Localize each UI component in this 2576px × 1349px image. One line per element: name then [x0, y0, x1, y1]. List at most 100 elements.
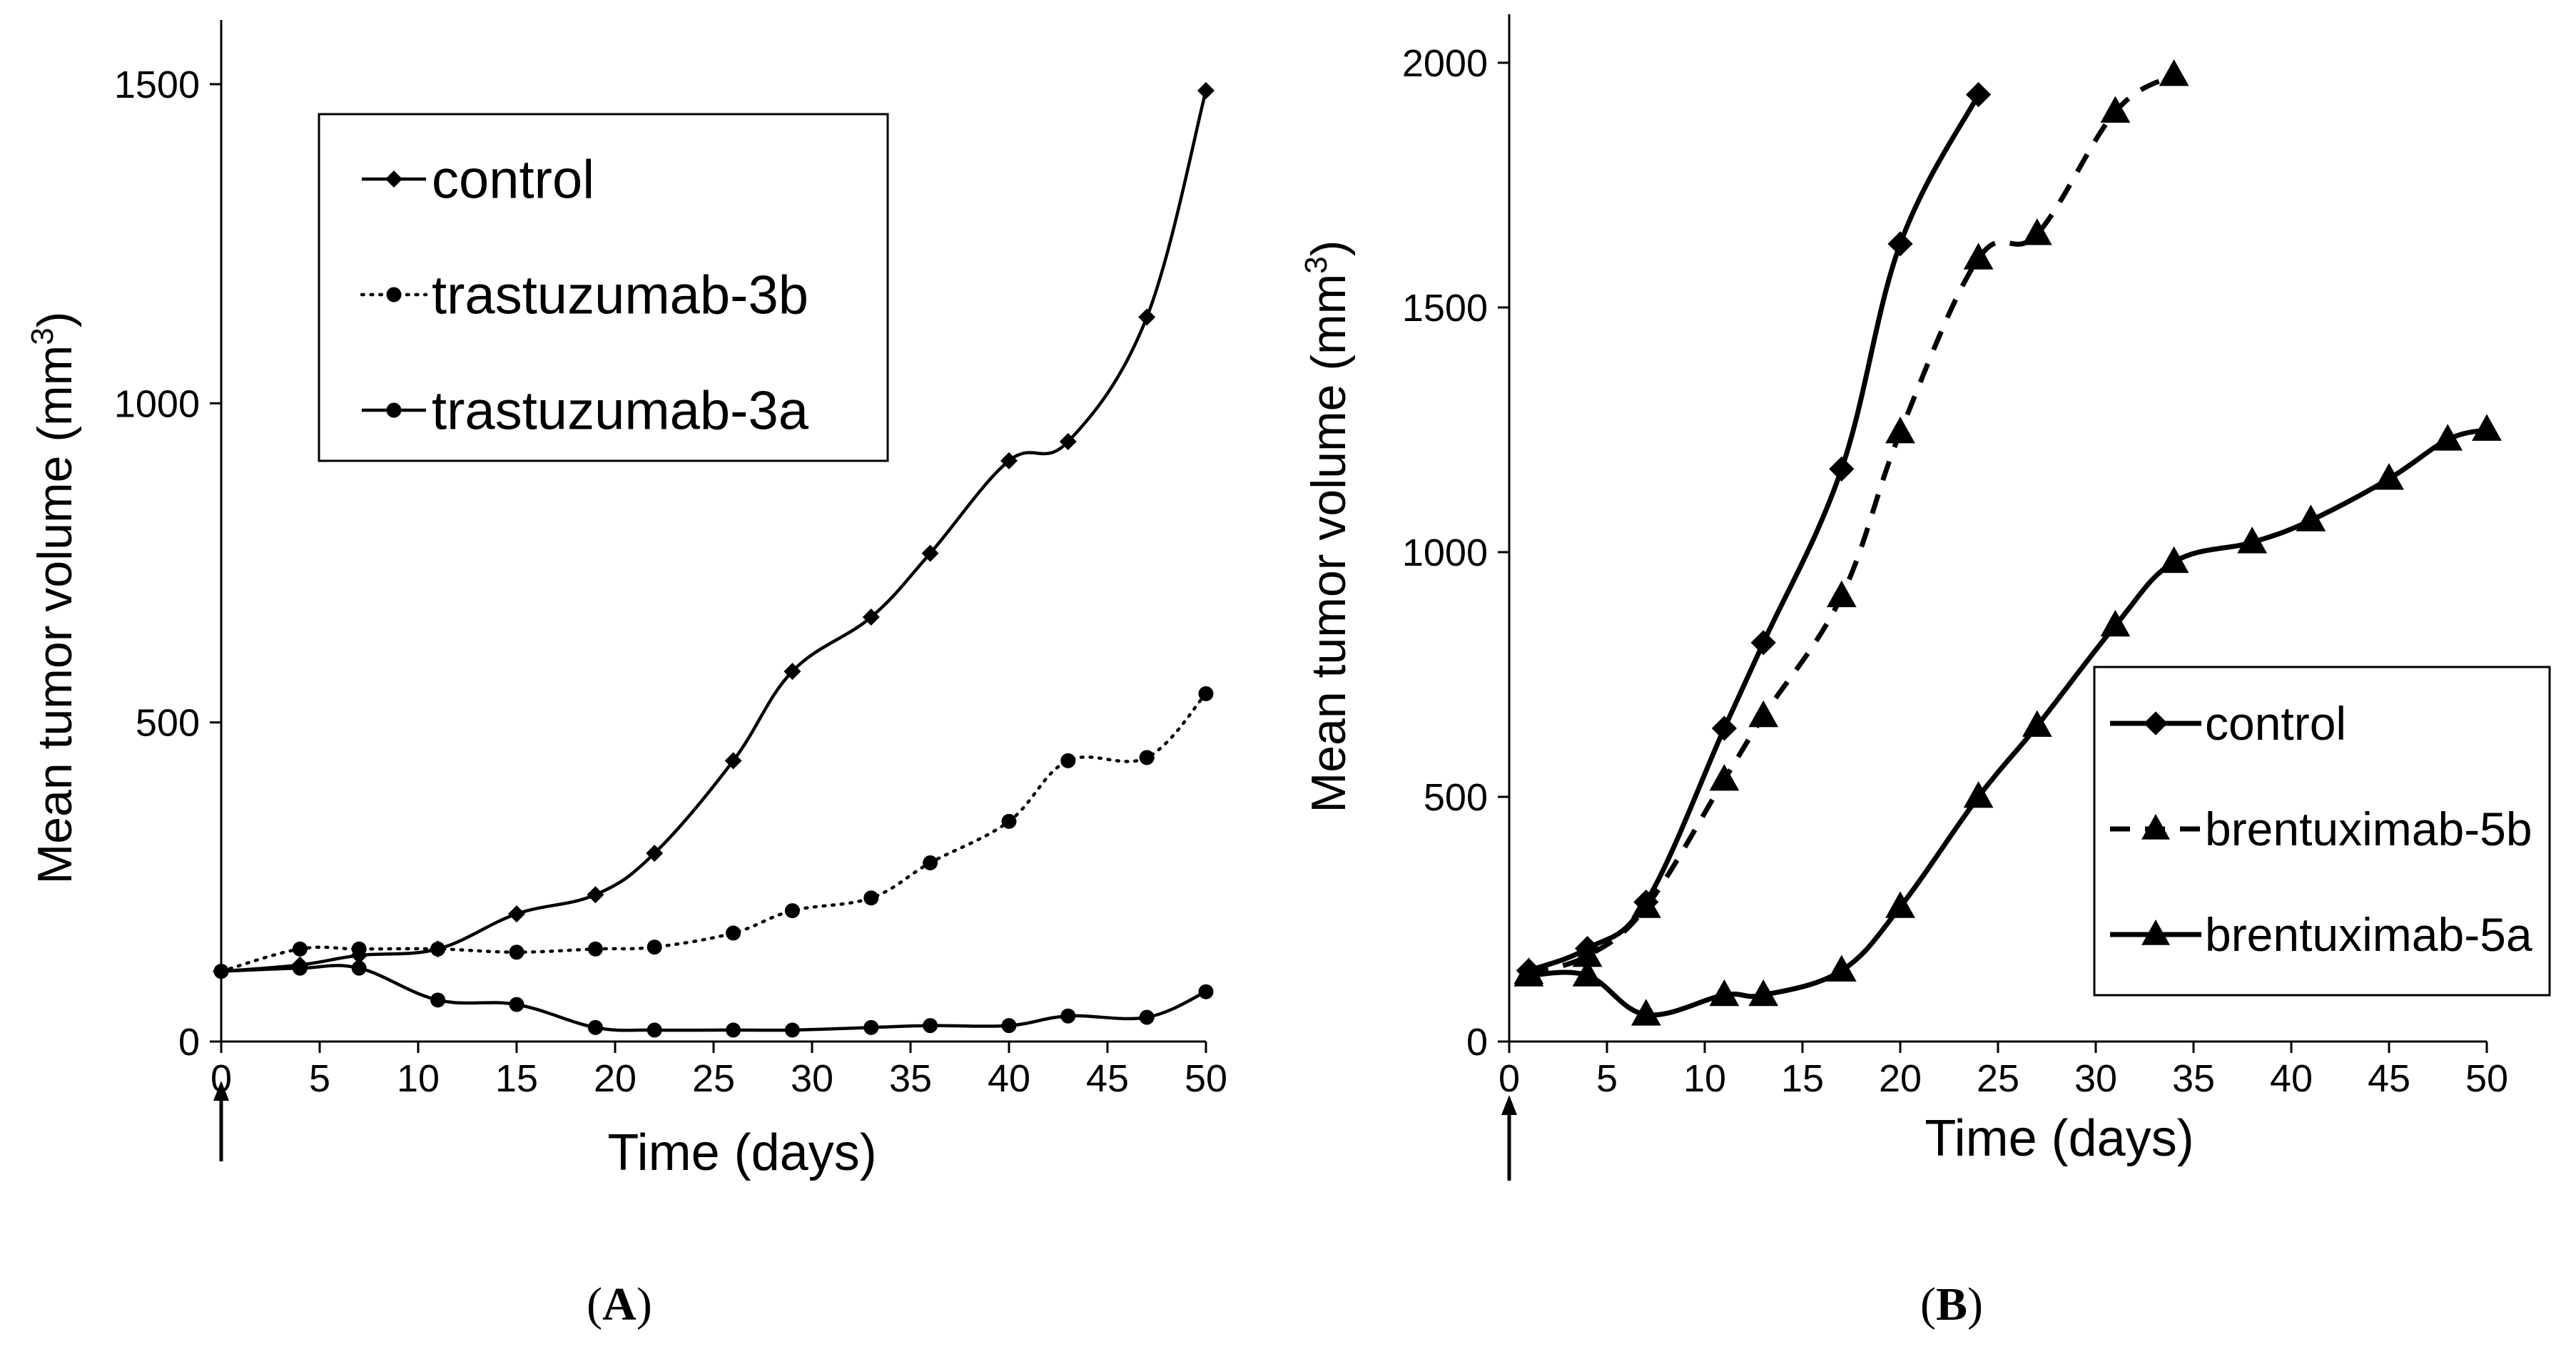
y-tick-label: 0 — [1466, 1021, 1488, 1064]
legend-marker — [386, 287, 402, 302]
data-point — [1711, 716, 1737, 741]
data-point — [784, 1022, 800, 1038]
data-point — [292, 941, 308, 957]
data-point — [1966, 81, 1992, 108]
x-tick-label: 35 — [889, 1057, 932, 1100]
data-point — [1197, 81, 1215, 99]
series-line — [220, 964, 1207, 1032]
data-point — [1963, 243, 1994, 270]
y-tick-label: 1500 — [114, 63, 200, 106]
data-point — [587, 1019, 603, 1035]
legend: control brentuximab-5b brentuximab-5a — [2093, 666, 2551, 997]
data-point — [2374, 463, 2404, 490]
series-line — [1528, 93, 1981, 973]
data-point — [1829, 456, 1855, 482]
data-point — [1748, 700, 1779, 728]
data-point — [1887, 231, 1913, 257]
legend: control trastuzumab-3b trastuzumab-3a — [318, 113, 889, 462]
data-point — [2159, 59, 2189, 86]
data-point — [430, 992, 446, 1008]
data-point — [1138, 308, 1156, 326]
data-point — [2472, 414, 2502, 441]
x-tick-label: 25 — [692, 1057, 735, 1100]
legend-item-brentuximab-5a: brentuximab-5a — [2110, 908, 2532, 961]
data-point — [351, 960, 367, 976]
legend-item-trastuzumab-3a: trastuzumab-3a — [362, 381, 809, 442]
legend-label: control — [2205, 697, 2346, 750]
x-tick-label: 15 — [495, 1057, 538, 1100]
data-point — [508, 905, 525, 923]
x-tick-label: 20 — [1879, 1057, 1922, 1100]
chart-panel-a: Mean tumor volume (mm3) Time (days) (A) … — [25, 20, 1227, 1330]
data-point — [2100, 96, 2131, 123]
data-point — [2100, 609, 2131, 637]
data-point — [2237, 526, 2268, 554]
data-point — [863, 890, 879, 906]
y-axis-label: Mean tumor volume (mm3) — [1299, 240, 1356, 813]
legend-box — [318, 113, 889, 462]
x-tick-label: 35 — [2172, 1057, 2215, 1100]
x-tick-label: 5 — [1596, 1057, 1618, 1100]
y-tick-label: 500 — [1424, 776, 1488, 819]
legend-marker — [2144, 711, 2168, 735]
x-tick-label: 30 — [2074, 1057, 2117, 1100]
data-point — [1059, 433, 1077, 451]
data-point — [923, 1018, 938, 1034]
x-axis-label: Time (days) — [1925, 1110, 2194, 1167]
x-tick-label: 50 — [2465, 1057, 2508, 1100]
data-point — [351, 941, 367, 957]
series-line — [1528, 427, 2488, 1018]
x-tick-label: 50 — [1185, 1057, 1227, 1100]
y-tick-label: 2000 — [1402, 42, 1488, 85]
data-point — [587, 941, 603, 957]
data-point — [1748, 979, 1779, 1007]
y-axis-label: Mean tumor volume (mm3) — [25, 312, 82, 885]
data-point — [1631, 999, 1661, 1026]
series-line — [1528, 73, 2176, 976]
data-point — [862, 609, 880, 626]
data-point — [726, 925, 741, 941]
data-point — [509, 945, 524, 960]
data-point — [1572, 959, 1603, 987]
y-tick-label: 0 — [178, 1021, 200, 1064]
data-point — [724, 752, 742, 770]
data-point — [921, 544, 939, 562]
data-point — [726, 1022, 741, 1038]
x-tick-label: 40 — [2270, 1057, 2313, 1100]
x-tick-label: 10 — [397, 1057, 440, 1100]
legend-item-brentuximab-5b: brentuximab-5b — [2110, 803, 2532, 855]
data-point — [1139, 750, 1155, 765]
data-point — [863, 1019, 879, 1035]
legend-label: brentuximab-5b — [2205, 803, 2532, 855]
y-tick-label: 1000 — [1402, 531, 1488, 574]
data-point — [1001, 813, 1017, 829]
data-point — [1139, 1009, 1155, 1025]
data-point — [1709, 979, 1740, 1007]
data-point — [1885, 416, 1915, 444]
y-tick-label: 1500 — [1402, 287, 1488, 330]
data-point — [1750, 630, 1776, 656]
data-point — [2022, 710, 2052, 737]
series-line — [219, 692, 1208, 973]
y-tick-label: 500 — [136, 702, 200, 745]
treatment-start-arrow — [1501, 1095, 1517, 1181]
x-tick-label: 10 — [1683, 1057, 1726, 1100]
x-axis-label: Time (days) — [607, 1124, 876, 1181]
series-brentuximab-5a — [1513, 414, 2502, 1026]
series-brentuximab-5b — [1513, 59, 2189, 984]
series-line — [220, 90, 1208, 973]
data-point — [2022, 218, 2052, 245]
series-trastuzumab-3a — [213, 960, 1214, 1038]
legend-label: control — [432, 150, 594, 210]
data-point — [2433, 424, 2463, 451]
panel-label-a: (A) — [587, 1278, 652, 1330]
treatment-start-arrow — [213, 1081, 229, 1161]
data-point — [1060, 1008, 1076, 1024]
series-trastuzumab-3b — [213, 686, 1214, 979]
data-point — [430, 941, 446, 957]
x-tick-label: 30 — [791, 1057, 833, 1100]
data-point — [1513, 959, 1544, 987]
y-tick-label: 1000 — [114, 382, 200, 425]
data-point — [646, 940, 662, 955]
data-point — [1001, 1018, 1017, 1034]
